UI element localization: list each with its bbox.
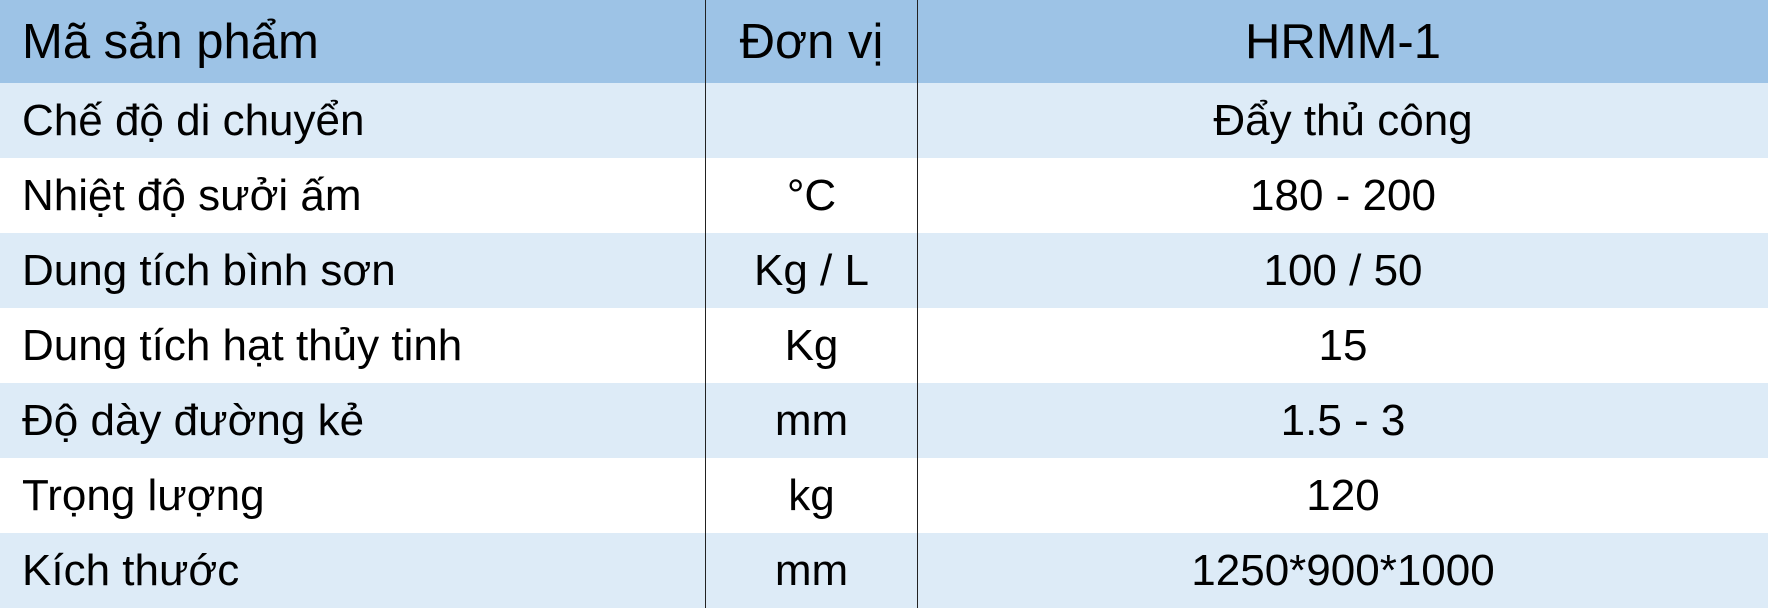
table-cell: 180 - 200 [917, 158, 1768, 233]
header-cell: HRMM-1 [917, 0, 1768, 83]
table-cell: Độ dày đường kẻ [0, 383, 706, 458]
table-cell: mm [705, 383, 918, 458]
table-cell: Kg / L [705, 233, 918, 308]
table-cell: Chế độ di chuyển [0, 83, 706, 158]
table-cell [705, 83, 918, 158]
header-row: Mã sản phẩm Đơn vị HRMM-1 [0, 0, 1768, 83]
table-cell: Dung tích bình sơn [0, 233, 706, 308]
table-row: Kích thước mm 1250*900*1000 [0, 533, 1768, 608]
table-cell: °C [705, 158, 918, 233]
table-row: Trọng lượng kg 120 [0, 458, 1768, 533]
table-cell: Nhiệt độ sưởi ấm [0, 158, 706, 233]
table-row: Nhiệt độ sưởi ấm °C 180 - 200 [0, 158, 1768, 233]
table-cell: Kg [705, 308, 918, 383]
table-cell: mm [705, 533, 918, 608]
table-cell: Trọng lượng [0, 458, 706, 533]
table-cell: Kích thước [0, 533, 706, 608]
table-cell: Đẩy thủ công [917, 83, 1768, 158]
table-cell: 15 [917, 308, 1768, 383]
table-cell: 100 / 50 [917, 233, 1768, 308]
table-row: Chế độ di chuyển Đẩy thủ công [0, 83, 1768, 158]
table-row: Độ dày đường kẻ mm 1.5 - 3 [0, 383, 1768, 458]
header-cell: Mã sản phẩm [0, 0, 706, 83]
table-cell: 120 [917, 458, 1768, 533]
table-cell: Dung tích hạt thủy tinh [0, 308, 706, 383]
table-cell: 1250*900*1000 [917, 533, 1768, 608]
header-cell: Đơn vị [705, 0, 918, 83]
table-cell: kg [705, 458, 918, 533]
table-cell: 1.5 - 3 [917, 383, 1768, 458]
table-row: Dung tích hạt thủy tinh Kg 15 [0, 308, 1768, 383]
table-row: Dung tích bình sơn Kg / L 100 / 50 [0, 233, 1768, 308]
